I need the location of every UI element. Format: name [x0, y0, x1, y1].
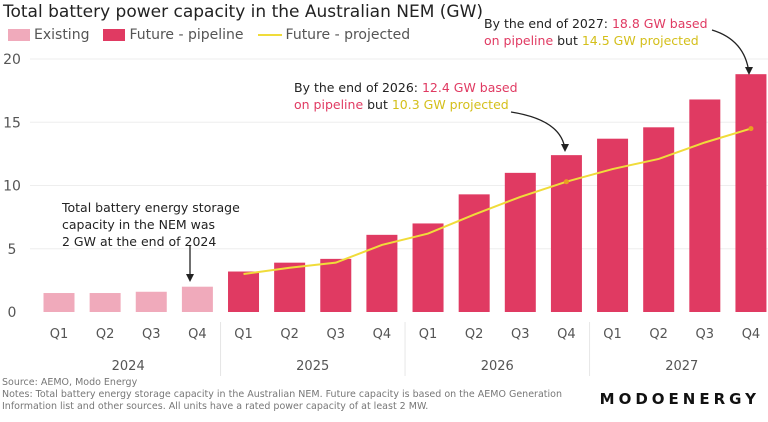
x-tick-label: Q1 — [419, 327, 438, 342]
y-tick-label: 15 — [3, 115, 21, 131]
x-tick-label: Q4 — [188, 327, 207, 342]
arrow-2027 — [711, 29, 750, 74]
chart-title: Total battery power capacity in the Aust… — [3, 2, 484, 22]
bar-existing — [89, 293, 121, 312]
arrowhead-2026 — [561, 144, 569, 152]
bar-pipeline — [689, 99, 721, 312]
arrowhead-2027 — [745, 67, 753, 75]
x-tick-label: Q4 — [742, 327, 761, 342]
bar-pipeline — [228, 271, 260, 312]
year-label: 2024 — [112, 359, 145, 374]
projected-point — [563, 179, 569, 185]
x-tick-label: Q1 — [50, 327, 69, 342]
x-tick-label: Q2 — [280, 327, 299, 342]
x-tick-label: Q3 — [696, 327, 715, 342]
arrowhead-2024 — [186, 274, 194, 282]
year-label: 2026 — [481, 359, 514, 374]
x-tick-label: Q3 — [142, 327, 161, 342]
projected-line — [243, 127, 752, 276]
bar-pipeline — [597, 138, 629, 312]
legend: Existing Future - pipeline Future - proj… — [8, 27, 410, 43]
annotation-2026: By the end of 2026: 12.4 GW based on pip… — [294, 80, 518, 112]
x-tick-label: Q2 — [649, 327, 668, 342]
legend-projected: Future - projected — [257, 27, 410, 43]
bar-pipeline — [320, 258, 352, 312]
bar-pipeline — [274, 262, 306, 312]
year-label: 2025 — [296, 359, 329, 374]
legend-pipeline: Future - pipeline — [103, 27, 244, 43]
annotation-2027: By the end of 2027: 18.8 GW based on pip… — [484, 16, 708, 48]
bar-pipeline — [366, 234, 398, 312]
bar-existing — [43, 293, 75, 312]
y-tick-label: 0 — [8, 305, 17, 321]
x-tick-label: Q2 — [96, 327, 115, 342]
y-tick-label: 5 — [8, 242, 17, 258]
projected-point — [748, 126, 754, 132]
year-label: 2027 — [665, 359, 698, 374]
bar-pipeline — [735, 74, 767, 313]
y-tick-label: 10 — [3, 179, 21, 195]
x-tick-label: Q1 — [603, 327, 622, 342]
modo-energy-logo: MODOENERGY — [599, 390, 760, 408]
bar-pipeline — [458, 194, 490, 312]
x-tick-label: Q3 — [327, 327, 346, 342]
bar-pipeline — [412, 223, 444, 312]
annotation-2024: Total battery energy storage capacity in … — [62, 200, 240, 249]
y-tick-label: 20 — [3, 52, 21, 68]
arrow-2026 — [510, 111, 566, 151]
x-tick-label: Q4 — [373, 327, 392, 342]
x-tick-label: Q2 — [465, 327, 484, 342]
x-tick-label: Q1 — [234, 327, 253, 342]
bar-existing — [181, 286, 213, 312]
x-tick-label: Q4 — [557, 327, 576, 342]
legend-existing: Existing — [8, 27, 89, 43]
footer-notes: Source: AEMO, Modo Energy Notes: Total ba… — [2, 377, 562, 412]
bar-existing — [135, 291, 167, 312]
x-tick-label: Q3 — [511, 327, 530, 342]
